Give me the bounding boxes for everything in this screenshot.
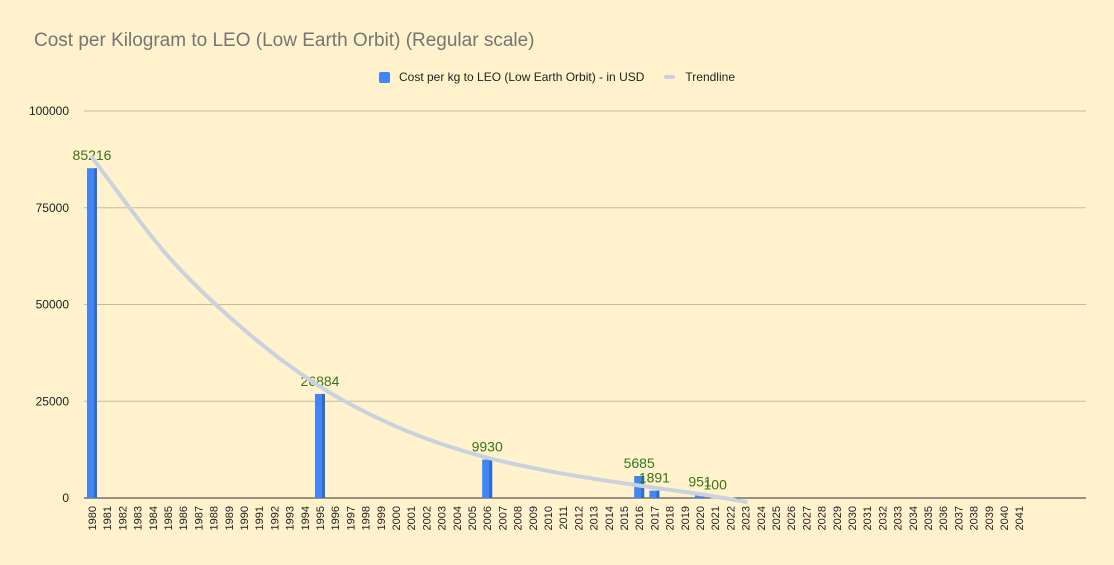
x-tick-label: 2008 [513,506,525,530]
x-tick-label: 1983 [133,506,145,530]
x-tick-label: 2037 [953,506,965,530]
x-tick-label: 2019 [680,506,692,530]
x-tick-label: 2013 [589,506,601,530]
x-tick-label: 2028 [817,506,829,530]
x-tick-label: 2027 [801,506,813,530]
x-tick-label: 1985 [163,506,175,530]
x-tick-label: 1980 [87,506,99,530]
bar-shade [656,490,660,498]
x-tick-label: 1986 [178,506,190,530]
x-tick-label: 1988 [209,506,221,530]
bar [695,494,705,498]
x-tick-label: 2006 [482,506,494,530]
x-tick-label: 2001 [406,506,418,530]
x-tick-label: 1982 [117,506,129,530]
x-tick-label: 2007 [497,506,509,530]
x-tick-label: 2041 [1014,506,1026,530]
x-tick-label: 2030 [847,506,859,530]
trendline [90,155,748,504]
y-tick-label: 0 [62,491,69,505]
x-tick-label: 2011 [558,506,570,530]
x-tick-label: 2016 [634,506,646,530]
x-tick-label: 2004 [452,506,464,530]
x-tick-label: 1996 [330,506,342,530]
x-tick-label: 1989 [224,506,236,530]
x-tick-label: 2031 [862,506,874,530]
bar-shade [94,168,97,498]
x-tick-label: 2040 [999,506,1011,530]
y-tick-label: 75000 [36,201,70,215]
bar-shade [322,393,325,498]
data-label: 26884 [301,373,340,389]
x-tick-label: 2025 [771,506,783,530]
chart-title: Cost per Kilogram to LEO (Low Earth Orbi… [34,30,535,51]
x-tick-label: 1999 [376,506,388,530]
bar [315,393,325,498]
x-tick-label: 2009 [528,506,540,530]
x-tick-label: 2014 [604,506,616,530]
y-tick-label: 100000 [29,104,69,118]
x-tick-label: 2021 [710,506,722,530]
x-tick-label: 1998 [361,506,373,530]
x-tick-label: 2035 [923,506,935,530]
x-tick-label: 2015 [619,506,631,530]
x-tick-label: 1997 [345,506,357,530]
data-label: 5685 [624,455,655,471]
bar [649,490,660,498]
data-label: 100 [704,477,728,493]
legend-item-trendline[interactable]: Trendline [664,70,735,84]
x-tick-label: 1995 [315,506,327,530]
x-tick-label: 1992 [269,506,281,530]
x-tick-label: 2033 [893,506,905,530]
x-tick-label: 2002 [421,506,433,530]
x-tick-label: 2026 [786,506,798,530]
x-tick-label: 1990 [239,506,251,530]
x-tick-label: 2005 [467,506,479,530]
data-label: 1891 [639,470,670,486]
x-tick-label: 2034 [908,506,920,530]
data-label: 85216 [73,147,112,163]
legend-bar-swatch [378,71,390,83]
x-tick-label: 2017 [649,506,661,530]
x-tick-label: 1984 [148,506,160,530]
x-tick-label: 1993 [285,506,297,530]
x-tick-label: 2012 [573,506,585,530]
x-tick-label: 2023 [741,506,753,530]
bar [482,459,493,498]
x-tick-label: 2000 [391,506,403,530]
x-tick-label: 1981 [102,506,114,530]
x-tick-label: 2024 [756,506,768,530]
x-tick-label: 2038 [969,506,981,530]
x-tick-label: 2032 [877,506,889,530]
bar-shade [489,459,493,498]
data-label: 9930 [472,439,503,455]
y-tick-label: 50000 [36,298,70,312]
bar [87,168,97,498]
x-tick-label: 2039 [984,506,996,530]
legend-item-bars[interactable]: Cost per kg to LEO (Low Earth Orbit) - i… [378,70,645,84]
data-label: 951 [688,473,712,489]
legend-bar-label: Cost per kg to LEO (Low Earth Orbit) - i… [398,70,645,84]
legend: Cost per kg to LEO (Low Earth Orbit) - i… [0,70,1114,84]
x-tick-label: 1994 [300,506,312,530]
x-tick-label: 2003 [437,506,449,530]
x-tick-label: 2036 [938,506,950,530]
x-tick-label: 2010 [543,506,555,530]
x-tick-label: 2018 [665,506,677,530]
x-tick-label: 2029 [832,506,844,530]
legend-trendline-swatch [664,75,676,79]
y-tick-label: 25000 [36,394,70,408]
x-tick-label: 1991 [254,506,266,530]
x-tick-label: 2020 [695,506,707,530]
x-tick-label: 1987 [193,506,205,530]
x-tick-label: 2022 [725,506,737,530]
legend-trendline-label: Trendline [685,70,735,84]
